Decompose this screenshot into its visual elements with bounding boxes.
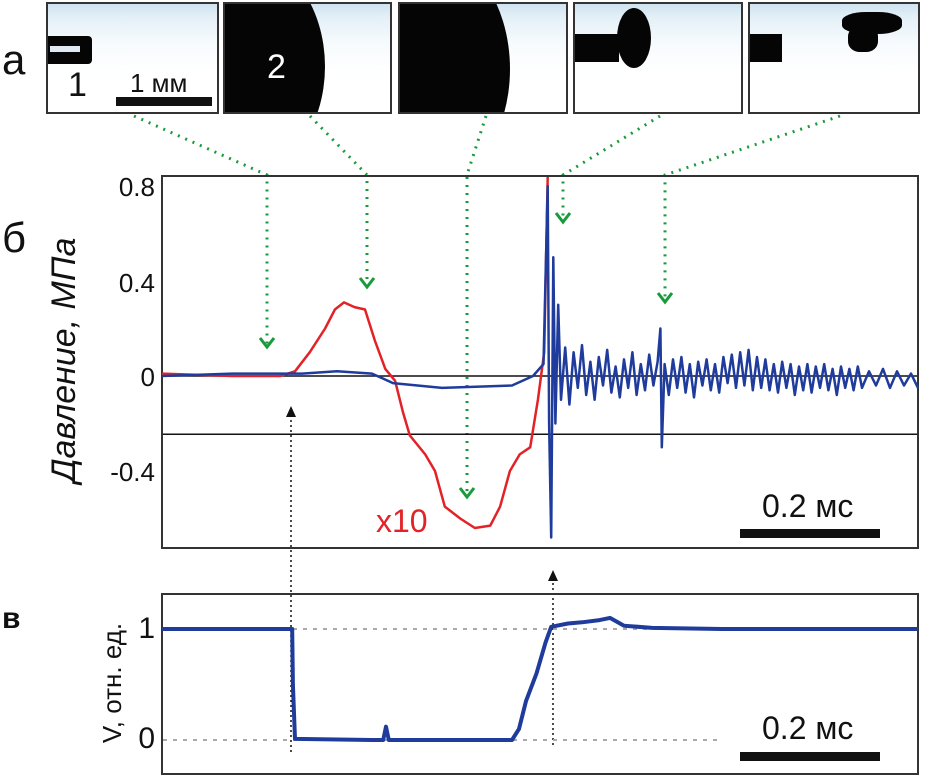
y-tick-label: 0	[140, 362, 155, 392]
green-dotted-connector	[561, 114, 661, 220]
chevron-down-icon	[258, 337, 276, 350]
panel-letter-b: б	[2, 214, 27, 261]
electrode-shape	[575, 34, 619, 62]
green-dotted-connector	[465, 115, 488, 495]
panel-letter-c: в	[2, 602, 21, 635]
voltage-y-axis-label: V, отн. ед.	[97, 622, 127, 744]
chevron-down-icon	[358, 277, 376, 290]
bubble-shape	[400, 4, 510, 112]
scale-bar-label: 1 мм	[130, 68, 188, 98]
scale-bar	[116, 97, 212, 106]
pressure-plot-frame	[161, 175, 919, 549]
pressure-plot	[161, 176, 920, 539]
photo-frame-3	[398, 2, 568, 114]
photo-frame-4	[573, 2, 743, 114]
green-dotted-connector	[308, 114, 369, 285]
series-line-blue	[161, 184, 920, 539]
time-scale-label-1: 0.2 мс	[762, 488, 854, 524]
time-scale-label-2: 0.2 мс	[762, 710, 854, 746]
electrode-shape	[750, 34, 782, 62]
photo-frame-5	[748, 2, 920, 114]
photo-frame-1: 1 1 мм	[46, 2, 219, 114]
y-tick-label: -0.4	[110, 457, 155, 487]
panel-letter-a: а	[2, 36, 26, 83]
series-line-V	[162, 615, 918, 742]
photo-label-2: 2	[267, 48, 286, 86]
pressure-y-axis-label: Давление, МПа	[45, 237, 83, 483]
arrow-up-icon	[286, 406, 296, 417]
time-scale-bar-1	[740, 529, 880, 538]
green-dotted-connector	[663, 114, 841, 300]
chevron-down-icon	[458, 487, 476, 500]
arrow-up-icon	[548, 570, 558, 581]
time-scale-bar-2	[740, 752, 880, 761]
bubble-shape	[617, 8, 651, 68]
y-tick-label: 0	[138, 722, 155, 755]
voltage-plot-frame	[161, 593, 919, 775]
photo-frame-2: 2	[223, 2, 392, 114]
series-line-red	[161, 176, 549, 530]
y-tick-label: 0.4	[118, 268, 155, 298]
y-tick-label: 1	[138, 612, 155, 645]
green-dotted-connector	[133, 114, 269, 345]
electrode-highlight	[50, 46, 80, 52]
chevron-down-icon	[554, 212, 572, 225]
bubble-shape	[225, 4, 325, 112]
y-tick-label: 0.8	[118, 172, 155, 202]
voltage-plot	[162, 615, 918, 742]
chevron-down-icon	[656, 292, 674, 305]
scale-factor-annotation: x10	[376, 503, 428, 539]
fragment-shape	[848, 26, 878, 52]
photo-label-1: 1	[68, 66, 87, 104]
